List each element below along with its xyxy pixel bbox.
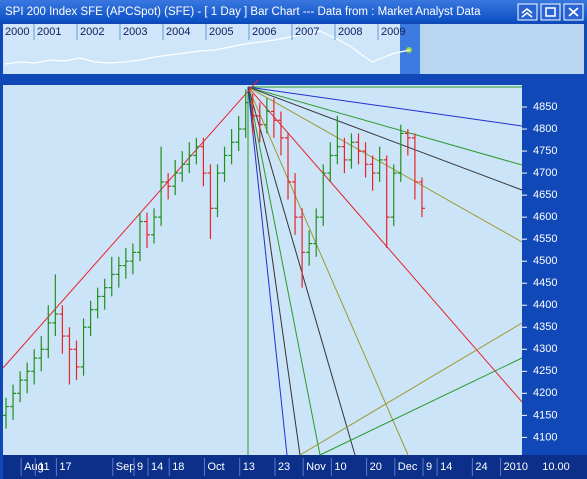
x-tick-label: 2010 [504,461,528,473]
x-tick-label: Sep [116,461,136,473]
x-tick-label: 24 [475,461,487,473]
year-label: 2002 [80,26,104,38]
y-tick-label: 4750 [533,145,557,157]
fan-line [247,86,523,403]
y-tick-label: 4150 [533,409,557,421]
overview-range [3,24,420,74]
price-axis [522,85,587,455]
collapse-icon [521,7,533,18]
fan-line [247,86,321,456]
x-tick-label: Aug [24,461,44,473]
collapse-button[interactable] [517,3,538,21]
x-tick-label: 11 [38,461,49,473]
year-label: 2000 [5,26,29,38]
trend-line [299,322,523,456]
price-bars [3,89,425,429]
year-label: 2009 [381,26,405,38]
fan-line [247,86,523,243]
fan-line [247,86,523,166]
y-tick-label: 4400 [533,299,557,311]
x-tick-label: 9 [137,461,143,473]
maximize-button[interactable] [540,3,561,21]
x-tick-label: 18 [172,461,184,473]
plot-area [3,85,522,455]
y-tick-label: 4100 [533,431,557,443]
y-tick-label: 4850 [533,101,557,113]
y-tick-label: 4800 [533,123,557,135]
x-tick-label: 9 [426,461,432,473]
window-buttons[interactable] [517,3,584,21]
y-tick-label: 4300 [533,343,557,355]
x-tick-label: 14 [440,461,452,473]
corner-label: 10.00 [542,461,570,473]
x-tick-label: Oct [207,461,224,473]
year-label: 2003 [123,26,147,38]
trend-line [319,357,523,456]
overview-line [4,30,411,65]
window-title: SPI 200 Index SFE (APCSpot) (SFE) - [ 1 … [5,6,481,18]
x-tick-label: 14 [151,461,163,473]
title-bar [0,0,587,22]
year-label: 2008 [338,26,362,38]
year-label: 2005 [209,26,233,38]
time-axis [3,455,587,479]
x-tick-label: 17 [59,461,71,473]
fan-line [247,86,523,191]
x-tick-label: 13 [243,461,255,473]
y-tick-label: 4600 [533,211,557,223]
year-label: 2006 [252,26,276,38]
x-tick-label: 10 [334,461,346,473]
fan-line [247,86,288,456]
overview-strip[interactable]: 2000 2001 2002 2003 2004 2005 2006 2007 2008 2009 [3,24,584,74]
x-tick-label: Nov [306,461,326,473]
y-tick-label: 4450 [533,277,557,289]
x-tick-label: 20 [370,461,382,473]
x-tick-label: 23 [278,461,290,473]
y-tick-label: 4550 [533,233,557,245]
y-tick-label: 4200 [533,387,557,399]
year-label: 2001 [37,26,61,38]
year-label: 2007 [295,26,319,38]
year-label: 2004 [166,26,190,38]
y-tick-label: 4250 [533,365,557,377]
close-icon [568,7,579,17]
x-tick-label: Dec [398,461,418,473]
y-tick-label: 4700 [533,167,557,179]
y-tick-label: 4350 [533,321,557,333]
fan-line [247,86,409,456]
y-tick-label: 4500 [533,255,557,267]
maximize-icon [545,7,556,17]
trend-line [2,79,259,369]
fan-line [247,86,301,456]
y-tick-label: 4650 [533,189,557,201]
fan-line [247,86,523,127]
